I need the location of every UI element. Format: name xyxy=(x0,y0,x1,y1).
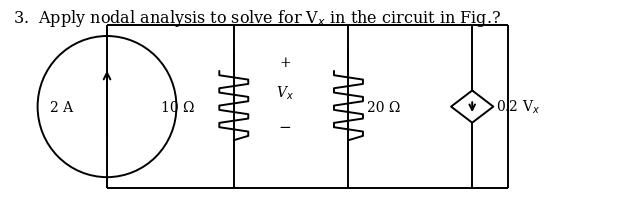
Text: 20 Ω: 20 Ω xyxy=(366,100,400,114)
Text: 2 A: 2 A xyxy=(50,100,73,114)
Text: +: + xyxy=(279,55,291,69)
Text: 0.2 V$_x$: 0.2 V$_x$ xyxy=(496,98,541,116)
Text: −: − xyxy=(279,121,292,134)
Text: 3.  Apply nodal analysis to solve for V$_x$ in the circuit in Fig.?: 3. Apply nodal analysis to solve for V$_… xyxy=(14,7,501,28)
Text: 10 Ω: 10 Ω xyxy=(161,100,195,114)
Text: V$_x$: V$_x$ xyxy=(276,84,294,102)
